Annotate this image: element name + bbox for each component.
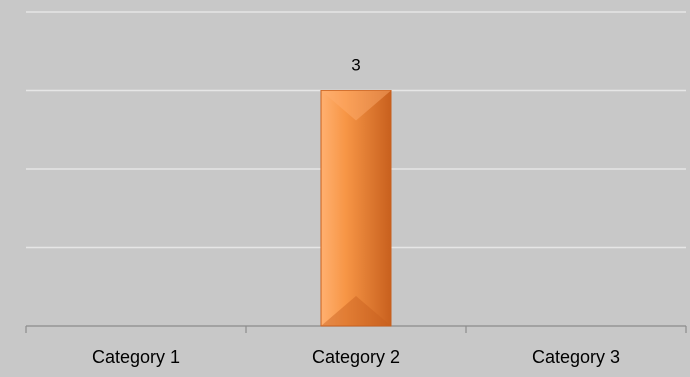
- category-label: Category 1: [92, 347, 180, 367]
- category-labels: Category 1 Category 2 Category 3: [92, 347, 620, 367]
- x-axis: [25, 325, 687, 333]
- data-label: 3: [351, 56, 360, 75]
- category-label: Category 2: [312, 347, 400, 367]
- bar-bevel-top: [321, 90, 391, 121]
- bar-2: [320, 90, 392, 327]
- category-label: Category 3: [532, 347, 620, 367]
- bars: [320, 90, 392, 327]
- bar-bevel-bottom: [321, 296, 391, 326]
- bar-body: [320, 90, 392, 327]
- data-labels: 3: [351, 56, 360, 75]
